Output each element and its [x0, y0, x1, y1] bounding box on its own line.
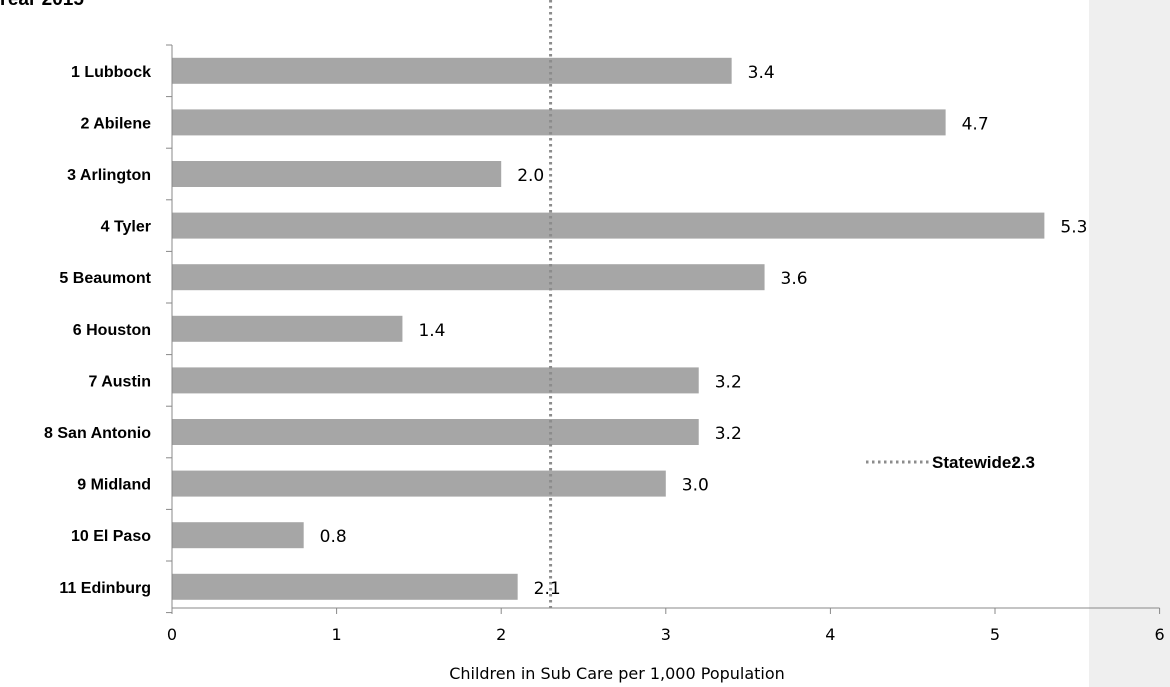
side-panel — [1089, 0, 1170, 687]
x-tick-label: 1 — [332, 625, 342, 644]
bar — [172, 419, 699, 445]
x-tick-label: 4 — [825, 625, 835, 644]
bar — [172, 264, 765, 291]
x-axis-title: Children in Sub Care per 1,000 Populatio… — [449, 664, 785, 683]
data-label: 0.8 — [320, 527, 347, 547]
data-label: 4.7 — [962, 114, 989, 134]
bar — [172, 109, 946, 136]
category-label: 10 El Paso — [71, 528, 151, 545]
data-label: 2.0 — [517, 166, 544, 186]
chart-title: l Year 2015 — [0, 0, 84, 11]
x-tick-label: 5 — [990, 625, 1000, 644]
bar — [172, 161, 502, 187]
data-label: 3.6 — [781, 269, 808, 289]
bar — [172, 57, 732, 84]
data-label: 3.0 — [682, 476, 709, 496]
bar — [172, 212, 1045, 239]
category-label: 11 Edinburg — [59, 580, 151, 597]
data-label: 3.2 — [715, 424, 742, 444]
data-label: 2.1 — [534, 579, 561, 599]
category-label: 4 Tyler — [101, 219, 151, 236]
category-label: 1 Lubbock — [71, 64, 151, 81]
bar — [172, 522, 304, 549]
category-label: 5 Beaumont — [59, 270, 151, 287]
data-label: 5.3 — [1060, 218, 1087, 238]
category-label: 7 Austin — [88, 373, 151, 390]
x-tick-label: 3 — [661, 625, 671, 644]
data-label: 3.2 — [715, 372, 742, 392]
x-tick-label: 2 — [496, 625, 506, 644]
x-tick-label: 0 — [167, 625, 177, 644]
bar — [172, 315, 403, 342]
legend-value: 2.3 — [1011, 453, 1035, 472]
category-label: 9 Midland — [77, 477, 151, 494]
category-label: 6 Houston — [73, 322, 151, 339]
category-label: 2 Abilene — [80, 115, 151, 132]
bar — [172, 470, 666, 497]
category-label: 8 San Antonio — [44, 425, 151, 442]
legend-label: Statewide: — [932, 453, 1017, 472]
category-label: 3 Arlington — [67, 167, 151, 184]
data-label: 1.4 — [418, 321, 445, 341]
bar — [172, 367, 699, 394]
x-tick-label: 6 — [1155, 625, 1165, 644]
data-label: 3.4 — [748, 63, 775, 83]
bar — [172, 573, 518, 600]
